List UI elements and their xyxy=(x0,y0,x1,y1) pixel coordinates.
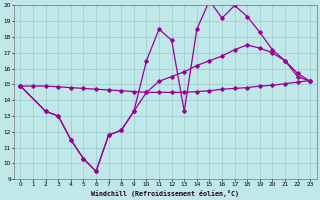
X-axis label: Windchill (Refroidissement éolien,°C): Windchill (Refroidissement éolien,°C) xyxy=(91,190,239,197)
